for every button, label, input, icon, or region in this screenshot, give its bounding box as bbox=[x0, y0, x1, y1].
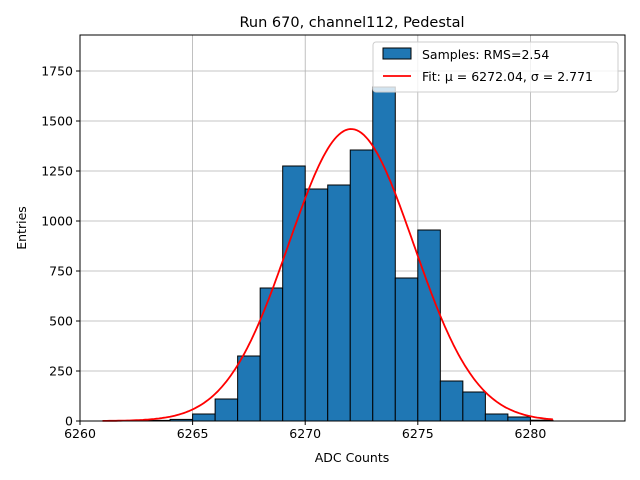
histogram-bar bbox=[282, 165, 306, 422]
y-tick-label: 500 bbox=[49, 314, 73, 329]
y-tick-label: 1750 bbox=[41, 64, 73, 79]
y-tick-label: 0 bbox=[65, 414, 73, 429]
y-tick-label: 1500 bbox=[41, 114, 73, 129]
histogram-bar bbox=[507, 416, 531, 422]
histogram-bar bbox=[462, 391, 486, 422]
legend-box bbox=[372, 41, 619, 93]
y-tick-label: 250 bbox=[49, 364, 73, 379]
legend-label-fit: Fit: μ = 6272.04, σ = 2.771 bbox=[422, 69, 593, 84]
histogram-bar bbox=[394, 277, 419, 422]
histogram-bar bbox=[349, 149, 374, 422]
chart-title: Run 670, channel112, Pedestal bbox=[239, 15, 464, 31]
x-tick-label: 6270 bbox=[289, 426, 321, 441]
y-tick-label: 750 bbox=[49, 264, 73, 279]
y-axis: 0 250 500 750 1000 1250 1500 1750 bbox=[41, 64, 80, 429]
histogram-bar bbox=[304, 188, 329, 422]
histogram-bar bbox=[439, 380, 464, 422]
histogram-bar bbox=[192, 413, 216, 422]
histogram-bar bbox=[214, 398, 239, 422]
histogram-bar bbox=[327, 184, 351, 422]
y-axis-label: Entries bbox=[14, 206, 29, 250]
histogram-bar bbox=[237, 355, 261, 422]
histogram-bar bbox=[372, 86, 396, 422]
x-axis-label: ADC Counts bbox=[315, 450, 390, 465]
legend-swatch-samples bbox=[382, 47, 412, 60]
histogram-bar bbox=[484, 413, 509, 422]
legend-label-samples: Samples: RMS=2.54 bbox=[422, 47, 549, 62]
histogram-bar bbox=[417, 229, 441, 422]
histogram-bar bbox=[259, 287, 284, 422]
legend: Samples: RMS=2.54 Fit: μ = 6272.04, σ = … bbox=[372, 41, 619, 93]
fit-curve bbox=[102, 128, 553, 422]
x-tick-label: 6280 bbox=[515, 426, 547, 441]
y-tick-label: 1000 bbox=[41, 214, 73, 229]
x-tick-label: 6265 bbox=[177, 426, 209, 441]
plot-frame bbox=[79, 34, 626, 422]
x-tick-label: 6260 bbox=[64, 426, 96, 441]
x-axis: 6260 6265 6270 6275 6280 bbox=[64, 421, 546, 441]
x-tick-label: 6275 bbox=[402, 426, 434, 441]
y-tick-label: 1250 bbox=[41, 164, 73, 179]
